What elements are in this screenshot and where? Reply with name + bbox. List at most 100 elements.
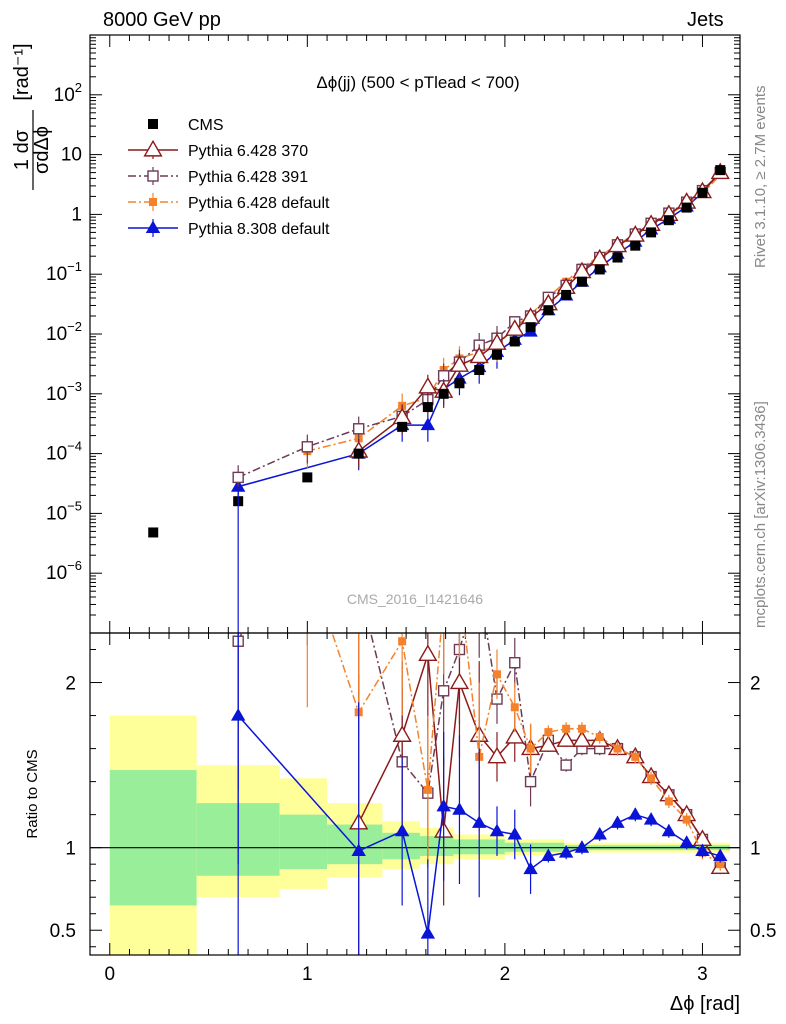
- data-point: [491, 349, 502, 360]
- ratio-point: [610, 815, 625, 828]
- ratio-point: [392, 725, 412, 742]
- legend-marker: [145, 220, 161, 234]
- ratio-point: [643, 812, 659, 825]
- ratio-point: [682, 815, 691, 824]
- ratio-point: [526, 744, 535, 753]
- ratio-point: [436, 798, 451, 812]
- legend: CMS Pythia 6.428 370 Pythia 6.428 391 Pythi…: [128, 117, 330, 238]
- ratio-point: [577, 724, 586, 733]
- data-point: [302, 472, 313, 483]
- ratio-point: [507, 827, 522, 840]
- legend-label: Pythia 8.308 default: [188, 221, 330, 238]
- ratio-point: [437, 685, 450, 697]
- legend-item: Pythia 6.428 default: [128, 193, 330, 212]
- ratio-axis-label: Ratio to CMS: [24, 749, 41, 838]
- ratio-point: [351, 843, 366, 857]
- data-point: [420, 417, 436, 431]
- main-y-tick-label: 10−3: [46, 379, 82, 405]
- ratio-line: [331, 633, 721, 865]
- data-point: [505, 319, 525, 336]
- ratio-point: [509, 657, 521, 669]
- data-point: [681, 202, 692, 213]
- legend-label: Pythia 6.428 default: [188, 195, 330, 212]
- watermark: CMS_2016_I1421646: [347, 591, 483, 607]
- ratio-point: [492, 670, 501, 679]
- analysis-type-label: Jets: [687, 9, 724, 31]
- main-y-tick-label: 10: [61, 145, 82, 166]
- ratio-point: [664, 797, 673, 806]
- ratio-point: [558, 845, 574, 858]
- ratio-y-tick-label-right: 0.5: [750, 921, 776, 942]
- ratio-point: [716, 860, 725, 869]
- main-y-tick-label: 10−4: [46, 439, 82, 465]
- ratio-point: [592, 827, 607, 840]
- data-point: [612, 252, 623, 263]
- ratio-point: [541, 848, 556, 861]
- data-point: [594, 264, 605, 275]
- data-point: [525, 322, 536, 333]
- ratio-point: [538, 735, 558, 752]
- legend-item: Pythia 6.428 370: [128, 139, 308, 160]
- ratio-y-tick-label: 1: [65, 839, 76, 860]
- data-point: [715, 165, 726, 176]
- ratio-point: [452, 802, 467, 815]
- ratio-point: [544, 728, 553, 737]
- y-axis-label-num: 1 dσ: [11, 129, 33, 170]
- data-point: [397, 421, 408, 432]
- legend-label: CMS: [188, 117, 224, 134]
- x-tick-label: 0: [104, 964, 115, 985]
- ratio-point: [398, 637, 407, 646]
- ratio-point: [695, 843, 710, 857]
- data-point: [630, 240, 641, 251]
- data-point: [576, 276, 587, 287]
- data-point: [625, 225, 645, 242]
- legend-label: Pythia 6.428 391: [188, 169, 308, 186]
- ratio-point: [572, 730, 592, 747]
- data-point: [301, 441, 314, 453]
- ratio-point: [713, 848, 728, 861]
- main-y-tick-label: 102: [54, 80, 82, 106]
- data-point: [148, 527, 159, 538]
- ratio-line: [237, 633, 721, 868]
- ratio-y-tick-label: 0.5: [50, 921, 76, 942]
- data-point: [449, 355, 470, 372]
- ratio-point: [505, 726, 525, 744]
- ratio-point: [510, 703, 519, 712]
- x-tick-label: 2: [500, 964, 511, 985]
- data-point: [509, 336, 520, 347]
- legend-marker: [143, 139, 163, 157]
- ratio-y-tick-label-right: 1: [750, 839, 761, 860]
- ratio-point: [613, 744, 622, 753]
- data-point: [232, 471, 244, 484]
- ratio-series-pythia-6-428-370: [349, 633, 730, 955]
- ratio-point: [631, 752, 640, 761]
- data-point: [663, 215, 674, 226]
- plot-title: Δϕ(jj) (500 < pTlead < 700): [316, 73, 519, 92]
- data-point: [487, 333, 507, 350]
- data-point: [438, 388, 449, 399]
- data-point: [474, 365, 485, 376]
- ratio-series-pythia-8-308-default: [230, 633, 728, 955]
- ratio-point: [472, 815, 487, 828]
- y-axis-label-den: σdΔϕ: [31, 126, 53, 174]
- ratio-point: [489, 823, 505, 837]
- data-point: [543, 305, 554, 316]
- ratio-point: [418, 644, 438, 662]
- data-point: [520, 307, 541, 324]
- data-point: [697, 187, 708, 198]
- series-cms: [148, 165, 726, 538]
- ratio-point: [595, 733, 604, 742]
- ratio-y-tick-label-right: 2: [750, 674, 761, 695]
- ratio-point: [423, 785, 432, 794]
- data-point: [353, 448, 364, 459]
- y-axis-label: 1 dσ σdΔϕ [rad⁻¹]: [11, 43, 53, 190]
- x-axis-label: Δϕ [rad]: [670, 993, 740, 1015]
- ratio-point: [692, 829, 713, 846]
- ratio-point: [523, 861, 538, 875]
- ratio-panel: 0 1 2 3 0.5 0.5 1 1 2 2 Ratio to CMS Δϕ [rad]: [24, 632, 776, 1015]
- legend-marker: [147, 170, 159, 182]
- legend-marker: [148, 119, 158, 129]
- legend-label: Pythia 6.428 370: [188, 143, 308, 160]
- ratio-point: [560, 759, 572, 771]
- ratio-point: [524, 775, 537, 788]
